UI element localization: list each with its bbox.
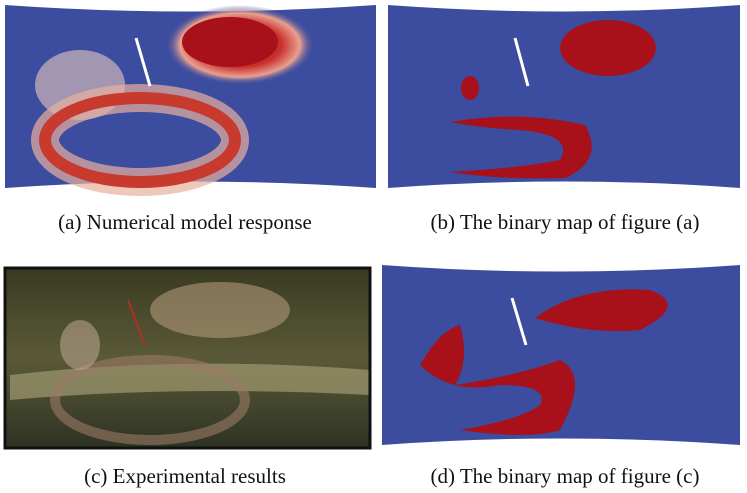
caption: (a) Numerical model response	[58, 210, 312, 234]
caption: (d) The binary map of figure (c)	[430, 464, 699, 488]
panel-a-image	[5, 5, 376, 196]
caption: (b) The binary map of figure (a)	[430, 210, 699, 234]
panel-d-image	[382, 265, 740, 445]
panel-b-image	[388, 5, 740, 188]
caption: (c) Experimental results	[84, 464, 286, 488]
panel-c-image	[3, 266, 372, 450]
